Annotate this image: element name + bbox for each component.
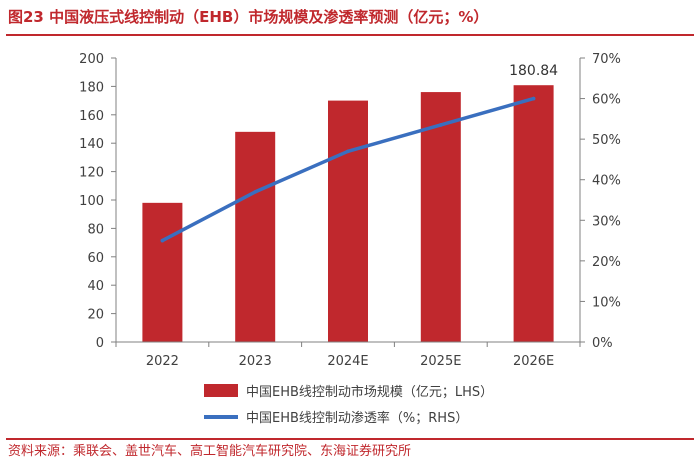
legend-bar-label: 中国EHB线控制动市场规模（亿元；LHS） xyxy=(246,384,493,400)
line-layer xyxy=(160,96,536,243)
bar-2024e xyxy=(328,100,368,342)
bar-2025e xyxy=(420,92,461,342)
right-tick-label: 40% xyxy=(592,174,621,189)
left-tick-label: 200 xyxy=(79,52,104,67)
left-tick-label: 180 xyxy=(79,80,104,95)
line-point-2024e xyxy=(346,149,350,154)
legend-bar-swatch xyxy=(204,384,238,397)
bar-2026e xyxy=(513,85,554,342)
axes-layer xyxy=(111,57,585,347)
title-rule xyxy=(6,34,694,36)
left-tick-label: 60 xyxy=(87,251,104,266)
x-tick-label-2024e: 2024E xyxy=(327,354,368,369)
line-point-2023 xyxy=(253,190,257,194)
x-tick-label-2022: 2022 xyxy=(146,354,179,369)
right-tick-label: 70% xyxy=(592,52,621,67)
left-tick-label: 20 xyxy=(87,308,104,323)
line-point-2025e xyxy=(439,123,443,127)
left-tick-label: 40 xyxy=(87,279,104,294)
line-point-2022 xyxy=(160,238,165,243)
right-tick-label: 30% xyxy=(592,214,621,229)
bar-2022 xyxy=(142,202,183,342)
right-tick-label: 0% xyxy=(592,336,613,351)
legend: 中国EHB线控制动市场规模（亿元；LHS） 中国EHB线控制动渗透率（%；RHS） xyxy=(204,384,493,426)
bar-2023 xyxy=(235,131,276,342)
right-tick-label: 60% xyxy=(592,93,621,108)
left-tick-label: 140 xyxy=(79,137,104,152)
left-tick-label: 120 xyxy=(79,166,104,181)
line-point-2026e xyxy=(531,96,536,101)
x-tick-label-2023: 2023 xyxy=(239,354,272,369)
right-tick-label: 10% xyxy=(592,295,621,310)
figure-title: 图23 中国液压式线控制动（EHB）市场规模及渗透率预测（亿元；%） xyxy=(8,8,489,26)
bar-data-label: 180.84 xyxy=(509,63,558,79)
bar-layer xyxy=(142,85,554,342)
label-layer: 0 20 40 60 80 100 120 140 160 180 200 0% 10% 20% 30% 40… xyxy=(79,52,621,369)
x-tick-label-2026e: 2026E xyxy=(513,354,554,369)
right-tick-label: 20% xyxy=(592,255,621,270)
left-tick-label: 0 xyxy=(96,336,104,351)
source-rule xyxy=(6,438,694,440)
x-tick-label-2025e: 2025E xyxy=(420,354,461,369)
left-tick-label: 160 xyxy=(79,109,104,124)
source-note: 资料来源：乘联会、盖世汽车、高工智能汽车研究院、东海证券研究所 xyxy=(8,444,412,459)
legend-line-label: 中国EHB线控制动渗透率（%；RHS） xyxy=(246,410,468,426)
left-tick-label: 80 xyxy=(87,222,104,237)
left-tick-label: 100 xyxy=(79,194,104,209)
right-tick-label: 50% xyxy=(592,133,621,148)
